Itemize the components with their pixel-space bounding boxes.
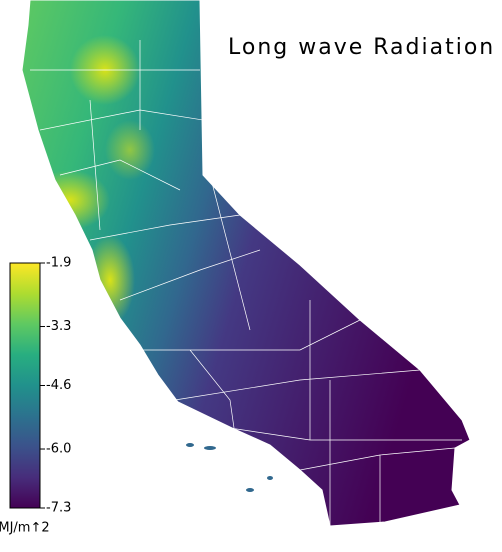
colorbar-tick-label: -3.3 bbox=[46, 319, 71, 334]
map-title: Long wave Radiation bbox=[228, 35, 495, 60]
colorbar-tick-label: -7.3 bbox=[46, 501, 71, 516]
colorbar-label: MJ/m↑2 bbox=[0, 521, 50, 536]
colorbar-tick-label: -4.6 bbox=[46, 378, 71, 393]
channel-islands bbox=[186, 443, 273, 492]
colorbar-tick-label: -1.9 bbox=[46, 256, 71, 271]
colorbar bbox=[9, 262, 41, 509]
california-map bbox=[21, 0, 471, 527]
colorbar-tick-label: -6.0 bbox=[46, 442, 71, 457]
